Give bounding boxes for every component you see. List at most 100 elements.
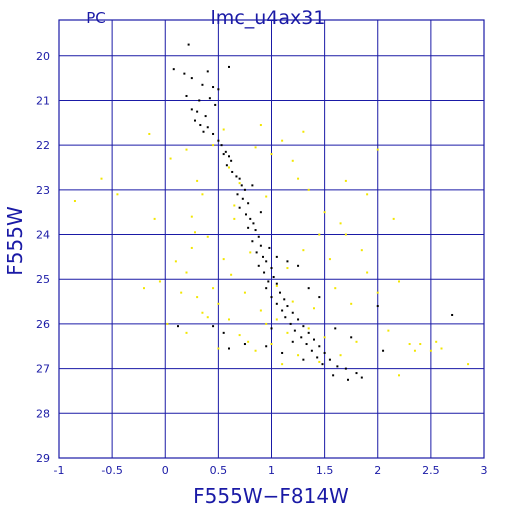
y-tick-label: 20	[36, 50, 50, 63]
data-point	[265, 195, 268, 198]
data-points	[73, 43, 470, 381]
data-point	[289, 322, 292, 325]
data-point	[419, 343, 422, 346]
data-point	[387, 329, 390, 332]
data-point	[198, 99, 201, 102]
data-point	[283, 298, 286, 301]
data-point	[350, 336, 353, 339]
data-point	[194, 231, 196, 234]
data-point	[275, 318, 278, 321]
data-point	[206, 70, 209, 73]
plot-frame	[58, 19, 485, 459]
data-point	[177, 325, 179, 328]
x-tick-label: 1.5	[316, 464, 334, 477]
data-point	[231, 170, 234, 173]
data-point	[212, 144, 215, 147]
data-point	[408, 343, 411, 346]
data-point	[196, 179, 199, 182]
data-point	[360, 376, 363, 379]
data-point	[187, 43, 190, 46]
data-point	[316, 356, 319, 359]
data-point	[228, 318, 230, 321]
data-point	[355, 372, 358, 375]
data-point	[255, 251, 258, 254]
data-point	[230, 159, 233, 162]
data-point	[185, 94, 188, 97]
data-point	[249, 217, 252, 220]
data-point	[241, 197, 244, 200]
data-point	[208, 97, 211, 100]
data-point	[334, 327, 337, 330]
y-tick-label: 23	[36, 184, 50, 197]
data-point	[201, 193, 204, 196]
data-point	[376, 291, 379, 294]
data-point	[339, 222, 342, 225]
x-tick-label: -1	[54, 464, 65, 477]
data-point	[212, 325, 215, 328]
data-point	[166, 322, 169, 325]
data-point	[183, 72, 186, 75]
data-point	[392, 217, 395, 220]
data-point	[366, 193, 369, 196]
data-point	[233, 217, 236, 220]
data-point	[344, 367, 347, 370]
data-point	[259, 309, 262, 312]
data-point	[318, 296, 321, 299]
data-point	[334, 287, 337, 290]
data-point	[259, 124, 262, 127]
data-point	[259, 211, 262, 214]
data-point	[275, 284, 278, 287]
data-point	[116, 193, 119, 196]
data-point	[212, 86, 215, 89]
data-point	[302, 249, 305, 252]
data-point	[313, 307, 315, 310]
data-point	[323, 336, 326, 339]
data-point	[217, 88, 220, 91]
data-point	[339, 354, 342, 357]
data-point	[236, 193, 239, 196]
x-tick-label: 0.5	[210, 464, 228, 477]
data-point	[247, 226, 250, 229]
data-point	[245, 213, 247, 216]
data-point	[318, 233, 321, 236]
data-point	[336, 365, 339, 368]
data-point	[398, 374, 400, 377]
data-point	[243, 188, 246, 191]
data-point	[302, 358, 305, 361]
data-point	[310, 349, 313, 352]
y-tick-label: 26	[36, 318, 50, 331]
data-point	[233, 204, 236, 207]
data-point	[238, 206, 241, 209]
data-point	[153, 217, 156, 220]
data-point	[185, 148, 188, 151]
data-point	[228, 347, 230, 350]
data-point	[323, 351, 326, 354]
data-point	[238, 182, 241, 185]
data-point	[267, 280, 270, 283]
data-point	[291, 311, 294, 314]
data-point	[263, 271, 266, 274]
data-point	[270, 343, 273, 346]
y-tick-label: 28	[36, 407, 50, 420]
data-point	[286, 260, 289, 263]
data-point	[302, 130, 305, 133]
data-point	[328, 358, 331, 361]
data-point	[222, 128, 225, 131]
data-point	[291, 159, 294, 162]
data-point	[284, 316, 287, 319]
data-point	[230, 273, 233, 276]
data-point	[275, 255, 278, 258]
data-point	[214, 103, 217, 106]
data-point	[247, 202, 250, 205]
data-point	[413, 349, 416, 352]
data-point	[100, 177, 103, 180]
data-point	[190, 215, 193, 218]
data-point	[212, 287, 215, 290]
data-point	[254, 146, 257, 149]
data-point	[272, 275, 275, 278]
data-point	[307, 327, 310, 330]
data-point	[206, 316, 209, 319]
data-point	[355, 340, 358, 343]
data-point	[169, 157, 172, 160]
